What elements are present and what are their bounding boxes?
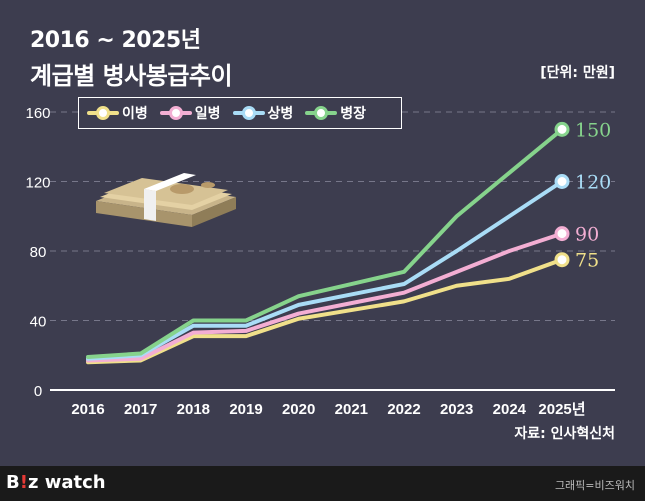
gridlines — [50, 111, 615, 391]
bizwatch-logo: B!z watch — [6, 472, 106, 493]
legend: 이병 일병 상병 병장 — [78, 97, 402, 129]
footer-bar: B!z watch 그래픽=비즈워치 — [0, 466, 645, 501]
legend-label: 이병 — [122, 106, 148, 122]
series-end-marker — [554, 252, 570, 268]
end-value-label: 90 — [575, 224, 599, 246]
graphic-credit: 그래픽=비즈워치 — [554, 479, 635, 492]
end-value-label: 150 — [575, 119, 611, 141]
x-axis: 2016 2017 2018 2019 2020 2021 2022 2023 2024 2025… — [71, 401, 585, 418]
x-tick-label: 2020 — [282, 401, 315, 418]
series-end-marker — [554, 121, 570, 137]
x-tick-label: 2018 — [177, 401, 210, 418]
x-tick-label: 2019 — [229, 401, 262, 418]
series-line-0 — [86, 257, 564, 365]
series-line-2 — [86, 179, 564, 361]
legend-swatch-icon — [232, 106, 265, 120]
x-tick-label: 2021 — [335, 401, 368, 418]
legend-item-private: 이병 — [87, 103, 148, 123]
unit-label: [단위: 만원] — [540, 65, 615, 81]
legend-swatch-icon — [87, 106, 119, 120]
y-tick-label: 0 — [34, 383, 42, 400]
x-tick-label: 2016 — [71, 401, 104, 418]
series-end-marker — [554, 174, 570, 189]
legend-swatch-icon — [305, 106, 338, 120]
end-value-label: 120 — [575, 172, 611, 194]
money-bundle-icon — [96, 173, 236, 227]
chart-subtitle: 2016 ~ 2025년 — [30, 28, 201, 53]
series-group — [86, 121, 570, 365]
chart-title: 계급별 병사봉급추이 — [30, 62, 233, 90]
series-line-1 — [86, 231, 564, 363]
end-value-label: 75 — [575, 250, 599, 272]
legend-label: 병장 — [340, 106, 367, 122]
line-chart: 0 40 80 120 160 2016 2017 2018 2019 2020 2021 2022… — [25, 105, 615, 418]
legend-item-corporal: 상병 — [232, 103, 294, 123]
legend-swatch-icon — [159, 106, 192, 120]
legend-item-sergeant: 병장 — [305, 103, 366, 123]
x-tick-label: 2022 — [387, 401, 420, 418]
series-line-3 — [86, 127, 564, 359]
end-labels: 75 90 120 150 — [575, 119, 611, 271]
x-tick-label: 2023 — [440, 401, 473, 418]
legend-label: 일병 — [194, 106, 221, 122]
legend-label: 상병 — [267, 106, 294, 122]
series-end-marker — [554, 226, 570, 242]
y-tick-label: 160 — [25, 105, 50, 122]
x-tick-label: 2024 — [493, 401, 527, 418]
x-tick-label: 2017 — [124, 401, 157, 418]
y-tick-label: 120 — [25, 175, 50, 192]
legend-item-private-first-class: 일병 — [159, 103, 221, 123]
y-tick-label: 80 — [30, 244, 47, 261]
x-tick-label: 2025년 — [538, 401, 585, 418]
source-note: 자료: 인사혁신처 — [514, 426, 615, 442]
y-tick-label: 40 — [30, 314, 47, 331]
y-axis: 0 40 80 120 160 — [25, 105, 50, 400]
